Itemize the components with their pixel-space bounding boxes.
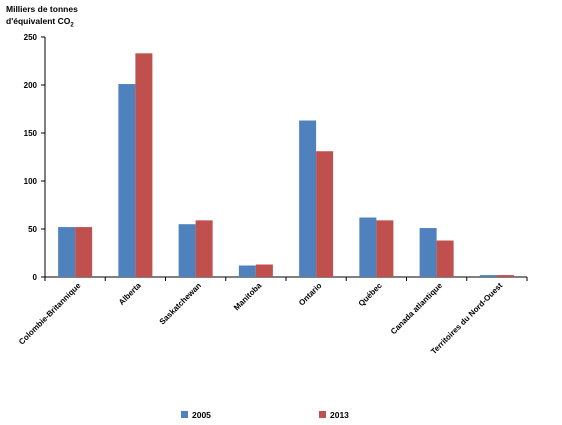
- bar-2005: [118, 84, 136, 277]
- bar-2005: [178, 224, 196, 277]
- legend-swatch-2013: [319, 411, 326, 418]
- legend-swatch-2005: [181, 411, 188, 418]
- x-tick-label: Ontario: [297, 281, 324, 308]
- bar-2005: [299, 120, 317, 278]
- y-tick-label: 250: [24, 33, 38, 42]
- bar-2013: [436, 240, 454, 277]
- bar-2013: [496, 275, 514, 277]
- x-tick-label: Territoires du Nord-Ouest: [429, 281, 504, 356]
- y-axis-title-line2-text: d'équivalent CO: [6, 16, 71, 26]
- legend-label-2013: 2013: [330, 410, 349, 420]
- x-tick-label: Canada atlantique: [389, 281, 444, 336]
- bar-2013: [135, 53, 153, 277]
- x-tick-label: Alberta: [117, 281, 143, 307]
- bar-2005: [479, 275, 497, 277]
- bar-2013: [195, 220, 213, 277]
- y-axis-title-subscript: 2: [70, 22, 74, 29]
- x-tick-label: Manitoba: [232, 281, 264, 313]
- bar-2013: [376, 220, 394, 277]
- bar-2013: [255, 264, 273, 277]
- bar-2013: [316, 151, 334, 277]
- x-tick-label: Québec: [357, 281, 385, 309]
- y-tick-label: 50: [28, 225, 37, 234]
- y-axis-title-line1: Milliers de tonnes: [6, 4, 78, 14]
- bar-2005: [419, 228, 437, 277]
- bar-2013: [75, 227, 93, 277]
- x-tick-label: Saskatchewan: [158, 281, 203, 326]
- bar-2005: [238, 265, 256, 277]
- legend-label-2005: 2005: [192, 410, 211, 420]
- x-tick-label: Colombie-Britannique: [17, 281, 83, 347]
- y-tick-label: 100: [24, 177, 38, 186]
- bar-2005: [359, 217, 377, 277]
- y-axis-title-line2: d'équivalent CO2: [6, 15, 78, 32]
- y-axis-title: Milliers de tonnes d'équivalent CO2: [6, 3, 78, 32]
- bar-2005: [58, 227, 76, 277]
- y-tick-label: 200: [24, 81, 38, 90]
- y-tick-label: 0: [33, 273, 38, 282]
- y-tick-label: 150: [24, 129, 38, 138]
